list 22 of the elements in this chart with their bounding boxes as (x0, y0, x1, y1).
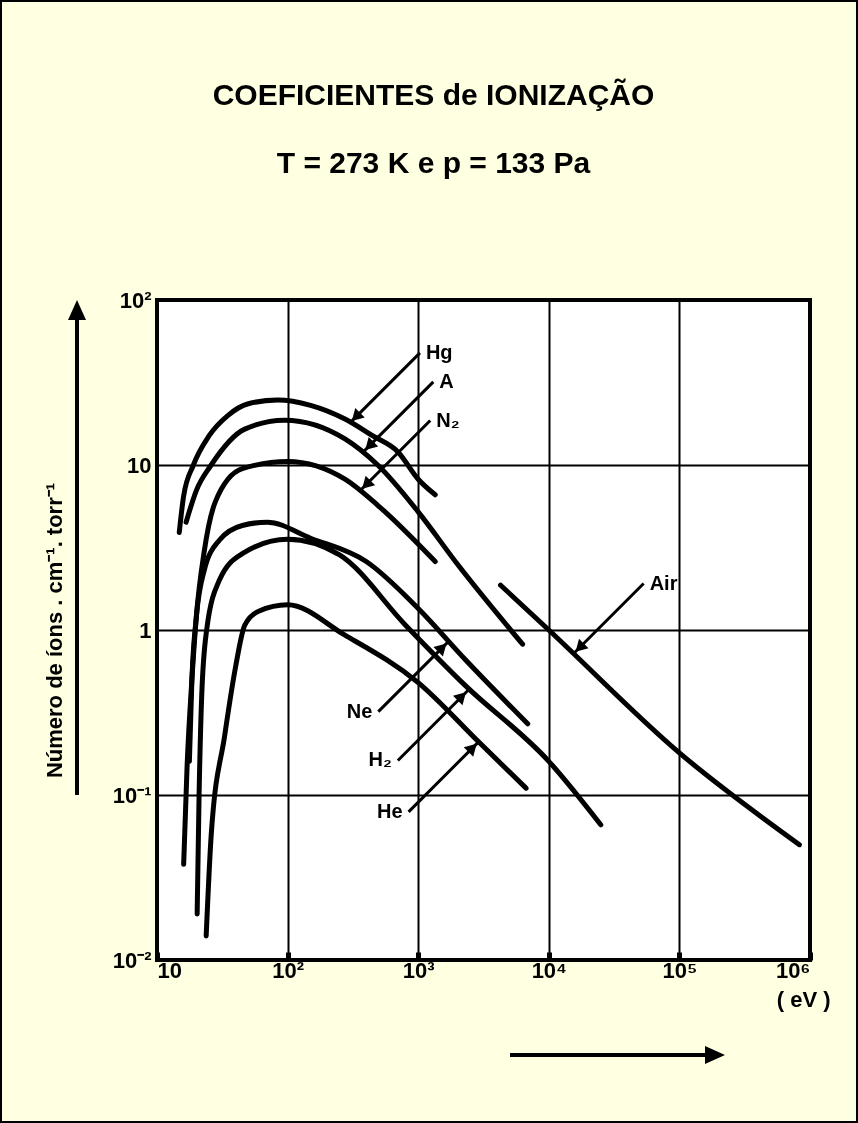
annotation: A (439, 369, 454, 392)
chart-title: COEFICIENTES de IONIZAÇÃO (212, 78, 655, 111)
annotation: Hg (425, 340, 453, 363)
x-tick-label: 10⁶ (775, 957, 811, 983)
x-tick-label: 10 (157, 957, 182, 983)
y-tick-label: 10⁻¹ (112, 782, 152, 808)
x-axis-title: ( eV ) (776, 986, 831, 1012)
x-tick-label: 10⁴ (531, 957, 567, 983)
y-tick-label: 10⁻² (112, 947, 152, 973)
y-tick-label: 10² (119, 287, 152, 313)
annotation: He (377, 799, 403, 822)
x-tick-label: 10² (272, 957, 304, 983)
x-tick-label: 10⁵ (662, 957, 698, 983)
annotation: Air (649, 571, 678, 594)
annotation: N₂ (436, 408, 460, 431)
annotation: Ne (346, 699, 373, 722)
y-tick-label: 10 (127, 452, 152, 478)
annotation: H₂ (368, 748, 392, 771)
x-tick-label: 10³ (402, 957, 435, 983)
y-axis-title: Número de íons . cm⁻¹. torr⁻¹ (41, 482, 67, 779)
y-tick-label: 1 (139, 617, 152, 643)
chart-subtitle: T = 273 K e p = 133 Pa (276, 146, 591, 179)
